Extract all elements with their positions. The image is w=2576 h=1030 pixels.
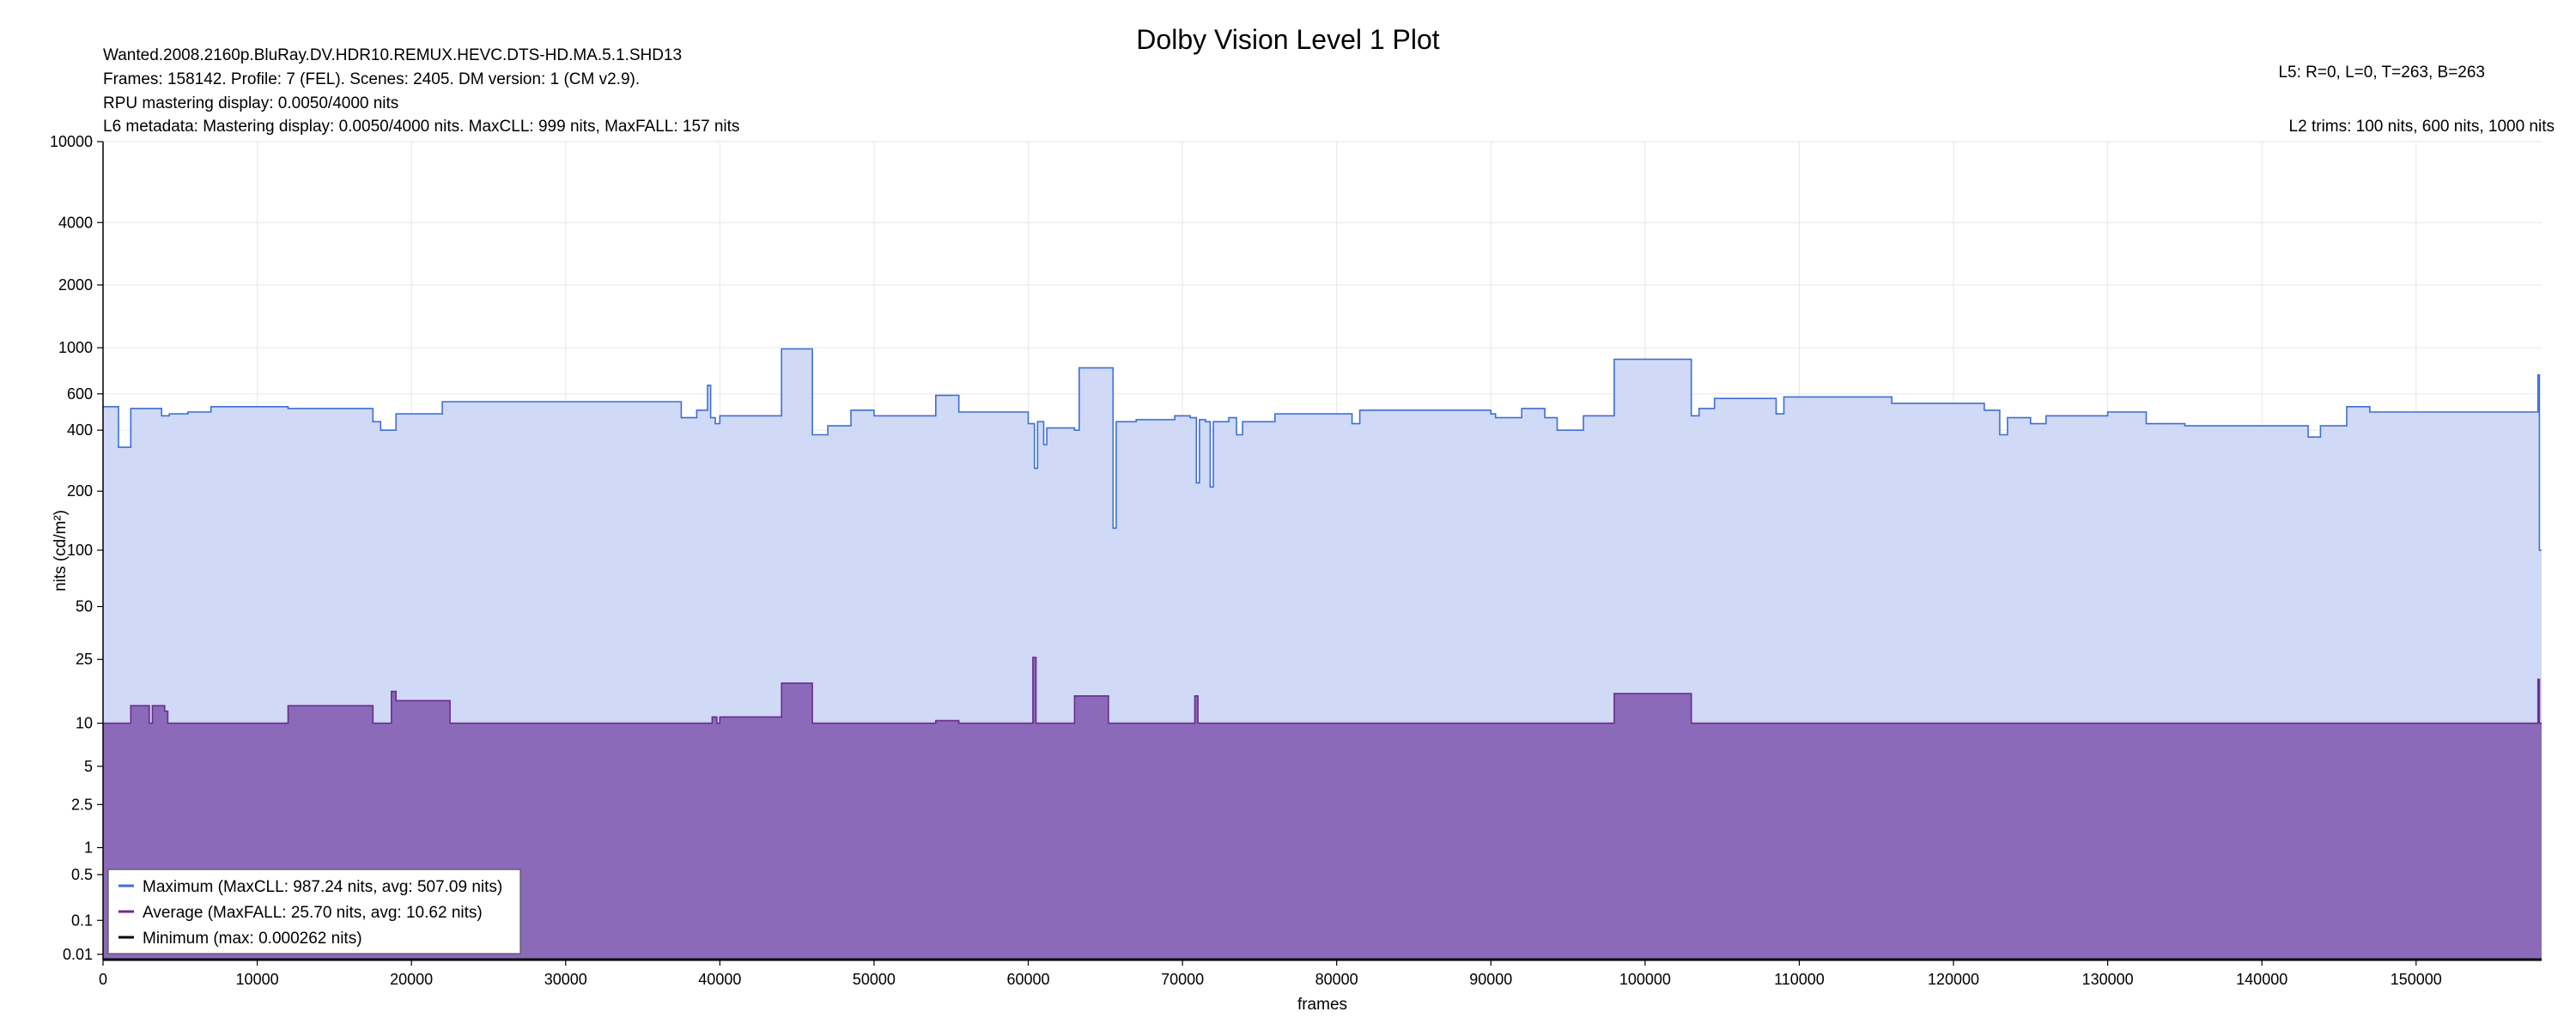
x-tick-label: 90000 bbox=[1469, 971, 1512, 988]
chart-title: Dolby Vision Level 1 Plot bbox=[1136, 24, 1440, 55]
x-tick-label: 70000 bbox=[1161, 971, 1204, 988]
y-tick-label: 100 bbox=[67, 542, 93, 559]
x-tick-label: 60000 bbox=[1006, 971, 1049, 988]
x-tick-label: 100000 bbox=[1619, 971, 1671, 988]
y-tick-label: 10 bbox=[76, 715, 93, 732]
y-tick-label: 400 bbox=[67, 421, 93, 439]
x-tick-label: 150000 bbox=[2391, 971, 2442, 988]
y-tick-label: 4000 bbox=[58, 214, 93, 231]
y-axis-label: nits (cd/m²) bbox=[52, 510, 70, 591]
x-axis-label: frames bbox=[1297, 996, 1347, 1014]
y-tick-label: 200 bbox=[67, 482, 93, 500]
y-tick-label: 0.01 bbox=[63, 946, 93, 963]
legend-entry: Minimum (max: 0.000262 nits) bbox=[143, 930, 362, 948]
x-tick-label: 40000 bbox=[698, 971, 741, 988]
x-tick-label: 50000 bbox=[853, 971, 896, 988]
legend: Maximum (MaxCLL: 987.24 nits, avg: 507.0… bbox=[107, 869, 521, 954]
legend-box bbox=[107, 869, 521, 954]
x-tick-label: 0 bbox=[99, 971, 107, 988]
legend-entry: Maximum (MaxCLL: 987.24 nits, avg: 507.0… bbox=[143, 878, 502, 896]
l6-info: L6 metadata: Mastering display: 0.0050/4… bbox=[103, 118, 740, 136]
x-tick-label: 20000 bbox=[390, 971, 433, 988]
y-tick-label: 0.1 bbox=[71, 912, 93, 929]
l5-info: L5: R=0, L=0, T=263, B=263 bbox=[2278, 64, 2485, 82]
y-tick-label: 0.5 bbox=[71, 866, 93, 883]
rpu-info: RPU mastering display: 0.0050/4000 nits bbox=[103, 94, 399, 112]
x-tick-label: 110000 bbox=[1774, 971, 1825, 988]
frames-info: Frames: 158142. Profile: 7 (FEL). Scenes… bbox=[103, 70, 641, 88]
legend-entry: Average (MaxFALL: 25.70 nits, avg: 10.62… bbox=[143, 904, 483, 922]
file-name: Wanted.2008.2160p.BluRay.DV.HDR10.REMUX.… bbox=[103, 46, 683, 64]
x-tick-label: 140000 bbox=[2236, 971, 2287, 988]
y-tick-label: 1000 bbox=[58, 339, 93, 356]
x-tick-label: 120000 bbox=[1928, 971, 1979, 988]
series-maximum-line bbox=[103, 348, 2542, 551]
series-average-line bbox=[103, 657, 2542, 724]
y-tick-label: 5 bbox=[84, 758, 93, 775]
y-tick-label: 600 bbox=[67, 385, 93, 403]
x-tick-label: 130000 bbox=[2082, 971, 2134, 988]
y-tick-label: 2000 bbox=[58, 276, 93, 294]
series-average-area bbox=[103, 657, 2542, 960]
x-tick-label: 30000 bbox=[544, 971, 587, 988]
y-tick-label: 50 bbox=[76, 598, 93, 615]
y-tick-label: 10000 bbox=[50, 133, 93, 150]
y-tick-label: 2.5 bbox=[71, 796, 93, 813]
y-tick-label: 25 bbox=[76, 651, 93, 668]
x-tick-label: 10000 bbox=[236, 971, 279, 988]
l2-info: L2 trims: 100 nits, 600 nits, 1000 nits bbox=[2288, 118, 2555, 136]
x-tick-label: 80000 bbox=[1315, 971, 1358, 988]
y-tick-label: 1 bbox=[84, 839, 93, 857]
